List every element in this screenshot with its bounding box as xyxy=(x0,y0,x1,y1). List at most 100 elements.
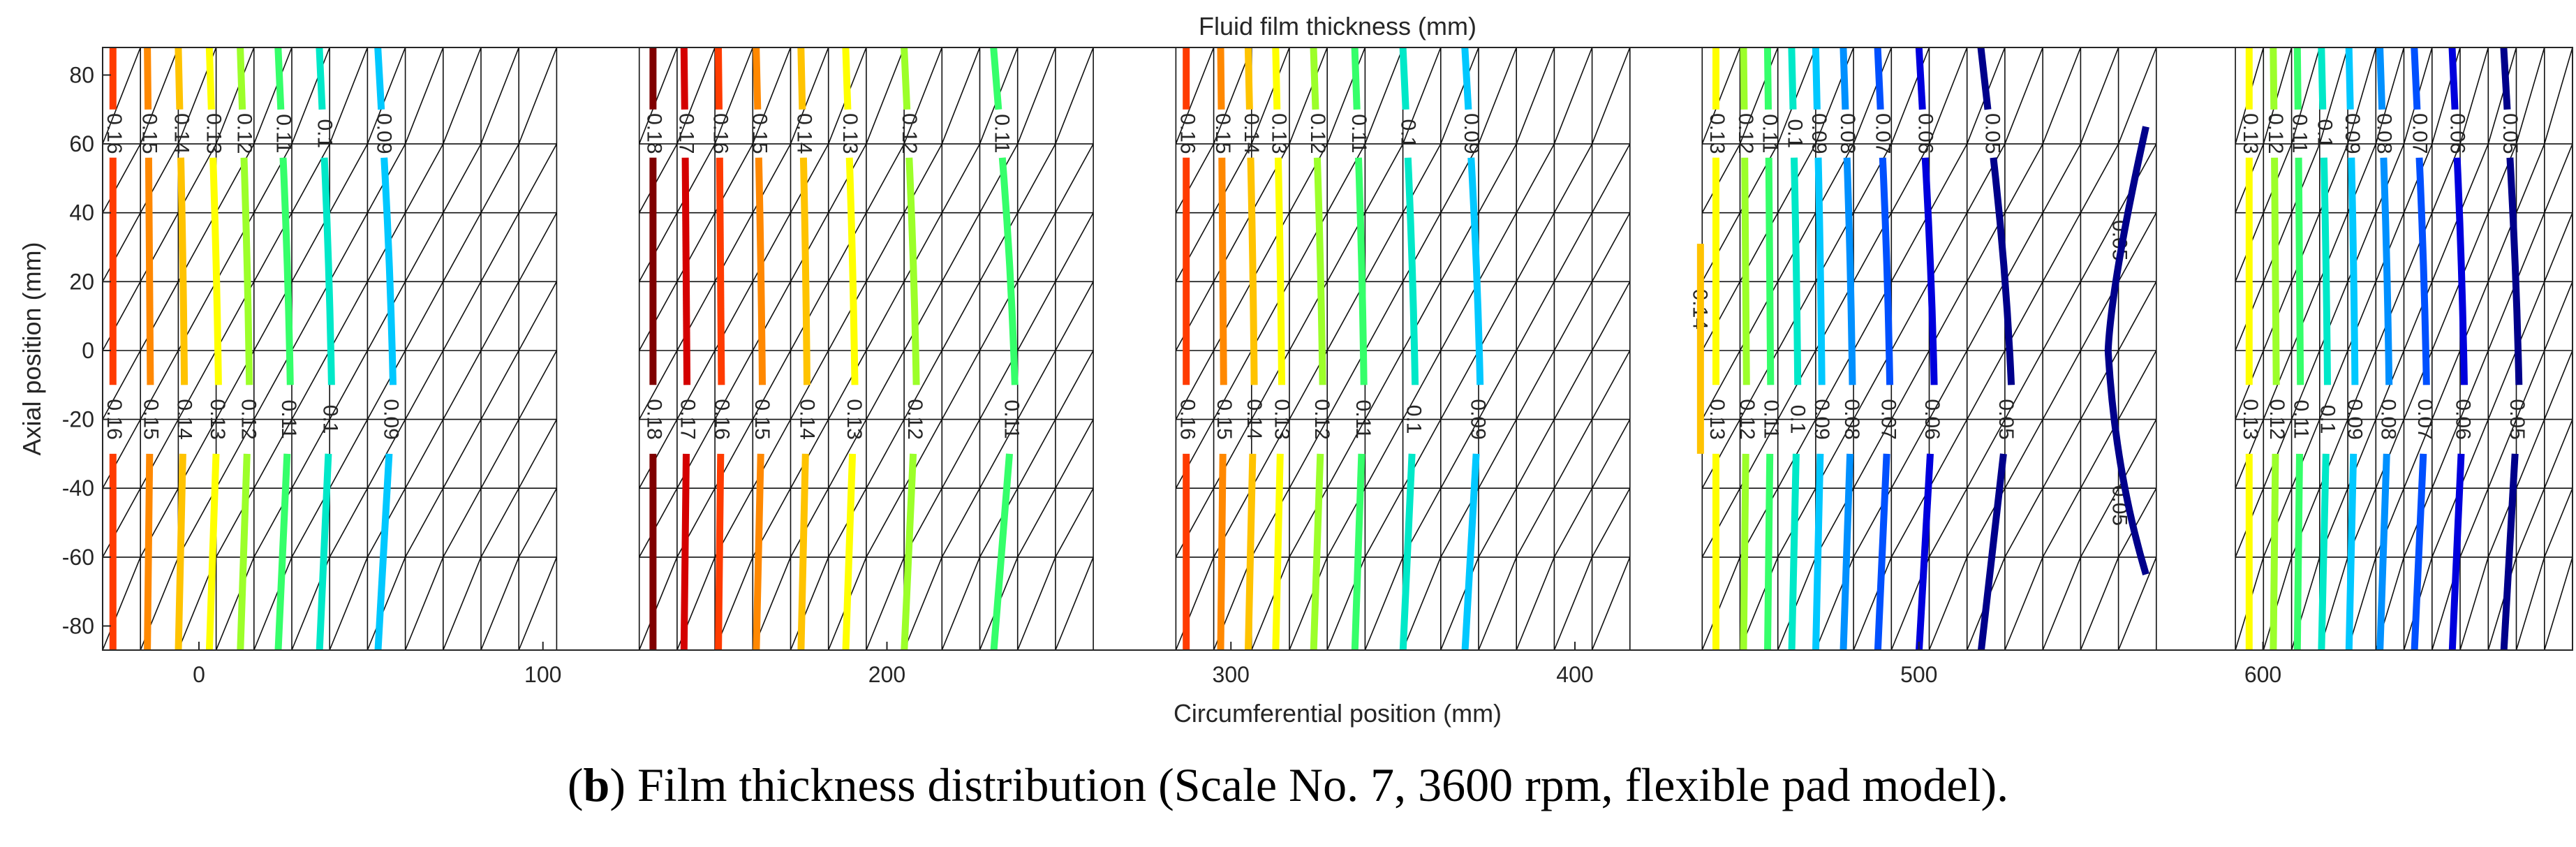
contour-label: 0.09 xyxy=(1810,399,1833,439)
contour-label: 0.14 xyxy=(795,399,818,439)
contour-line-0.09 xyxy=(1467,157,1484,385)
contour-label: 0.08 xyxy=(2376,399,2399,439)
y-tick-label: -20 xyxy=(62,407,94,432)
contour-line-0.05 xyxy=(2500,47,2511,110)
contour-label: 0.15 xyxy=(140,399,163,439)
contour-label: 0.14 xyxy=(1243,399,1266,439)
contour-label: 0.06 xyxy=(2445,113,2468,154)
contour-lines: 0.16 0.16 0.15 0.15 0.14 0.14 0.13 0.13 0.12 0.12… xyxy=(103,47,2529,651)
contour-line-0.16 xyxy=(715,453,725,651)
contour-line-0.06 xyxy=(1916,453,1934,651)
contour-label: 0.1 xyxy=(1397,119,1420,148)
contour-label: 0.09 xyxy=(1807,113,1830,154)
contour-label: 0.18 xyxy=(642,113,665,154)
contour-line-0.14 xyxy=(175,453,186,651)
contour-label: 0.07 xyxy=(2413,399,2436,439)
contour-label: 0.16 xyxy=(711,399,734,439)
contour-line-0.12 xyxy=(1310,453,1324,651)
contour-line-0.13 xyxy=(845,157,859,385)
contour-line-0.13 xyxy=(1272,47,1281,110)
contour-label: 0.12 xyxy=(903,399,926,439)
contour-line-0.08 xyxy=(1840,453,1854,651)
contour-label: 0.15 xyxy=(1211,113,1234,154)
contour-line-0.15 xyxy=(755,157,766,385)
contour-line-0.11 xyxy=(274,453,291,651)
pad-mesh-2 xyxy=(638,47,1094,651)
contour-label: 0.11 xyxy=(1758,114,1781,153)
contour-line-0.13 xyxy=(1274,157,1285,385)
contour-label: 0.11 xyxy=(272,114,295,153)
contour-label: 0.09 xyxy=(380,399,403,439)
contour-line-0.09 xyxy=(1812,47,1821,110)
contour-line-0.1 xyxy=(316,453,332,651)
contour-line-0.13 xyxy=(205,47,215,110)
contour-line-0.12 xyxy=(1313,157,1326,385)
contour-line-0.12 xyxy=(1740,453,1749,651)
y-tick-label: -80 xyxy=(62,613,94,638)
contour-label: 0.13 xyxy=(202,113,225,154)
contour-line-0.11 xyxy=(2295,157,2304,385)
contour-line-0.15 xyxy=(753,453,764,651)
contour-label: 0.17 xyxy=(674,113,697,154)
pad-4-extra-contours xyxy=(1696,126,2149,575)
contour-line-0.13 xyxy=(842,453,857,651)
x-tick-label: 100 xyxy=(524,662,561,687)
contour-line-0.07 xyxy=(2411,453,2427,651)
pad-mesh-lines xyxy=(638,47,1094,651)
contour-line-0.12 xyxy=(240,157,253,385)
contour-line-0.09 xyxy=(1814,157,1826,385)
contour-label: 0.08 xyxy=(1840,399,1863,439)
contour-label: 0.12 xyxy=(237,399,260,439)
contour-label: 0.05 xyxy=(2505,399,2529,439)
x-tick-label: 200 xyxy=(868,662,905,687)
contour-line-0.05 xyxy=(1990,157,2015,385)
contour-line-0.05-closed xyxy=(2104,126,2149,575)
contour-label: 0.12 xyxy=(2264,113,2287,154)
contour-label: 0.13 xyxy=(206,399,229,439)
contour-label: 0.13 xyxy=(1267,113,1290,154)
contour-label: 0.1 xyxy=(1402,405,1425,434)
contour-line-0.16 xyxy=(716,157,725,385)
contour-label: 0.11 xyxy=(1352,400,1375,439)
contour-line-0.08 xyxy=(1840,47,1849,110)
contour-label: 0.1 xyxy=(2316,405,2339,434)
contour-line-0.15 xyxy=(1218,157,1227,385)
contour-line-0.07 xyxy=(2411,47,2421,110)
contour-line-0.11 xyxy=(998,157,1019,385)
contour-label: 0.06 xyxy=(1920,399,1944,439)
contour-line-0.15 xyxy=(1217,47,1225,110)
contour-label: 0.15 xyxy=(138,113,161,154)
contour-label: 0.08 xyxy=(2373,113,2396,154)
contour-label: 0.09 xyxy=(373,113,396,154)
contour-label: 0.16 xyxy=(103,113,126,154)
caption-close: ) xyxy=(609,758,626,811)
y-tick-label: -40 xyxy=(62,476,94,501)
contour-label: 0.16 xyxy=(1176,113,1199,154)
contour-line-0.11 xyxy=(279,157,294,385)
contour-line-0.11 xyxy=(1764,453,1774,651)
contour-line-0.15 xyxy=(145,157,154,385)
contour-line-0.12 xyxy=(901,453,917,651)
figure-caption: (b) Film thickness distribution (Scale N… xyxy=(0,758,2576,813)
contour-label: 0.12 xyxy=(1310,399,1333,439)
contour-line-0.11 xyxy=(990,453,1013,651)
contour-line-0.09 xyxy=(374,47,385,110)
y-tick-label: 0 xyxy=(82,338,94,363)
contour-label: 0.11 xyxy=(1000,400,1023,439)
contour-line-0.07 xyxy=(1879,157,1894,385)
x-tick-label: 300 xyxy=(1213,662,1250,687)
contour-label: 0.13 xyxy=(843,399,866,439)
contour-label: 0.13 xyxy=(1705,399,1729,439)
contour-label: 0.12 xyxy=(1306,113,1329,154)
caption-text: Film thickness distribution (Scale No. 7… xyxy=(625,758,2009,811)
contour-line-0.06 xyxy=(2453,157,2468,385)
contour-line-0.11 xyxy=(1355,157,1368,385)
contour-label: 0.06 xyxy=(2451,399,2474,439)
y-tick-label: 80 xyxy=(69,62,94,87)
contour-line-0.1 xyxy=(1791,157,1802,385)
contour-label: 0.09 xyxy=(2341,113,2364,154)
contour-line-0.13 xyxy=(842,47,852,110)
contour-label: 0.07 xyxy=(2408,113,2431,154)
contour-line-0.08 xyxy=(1843,157,1856,385)
